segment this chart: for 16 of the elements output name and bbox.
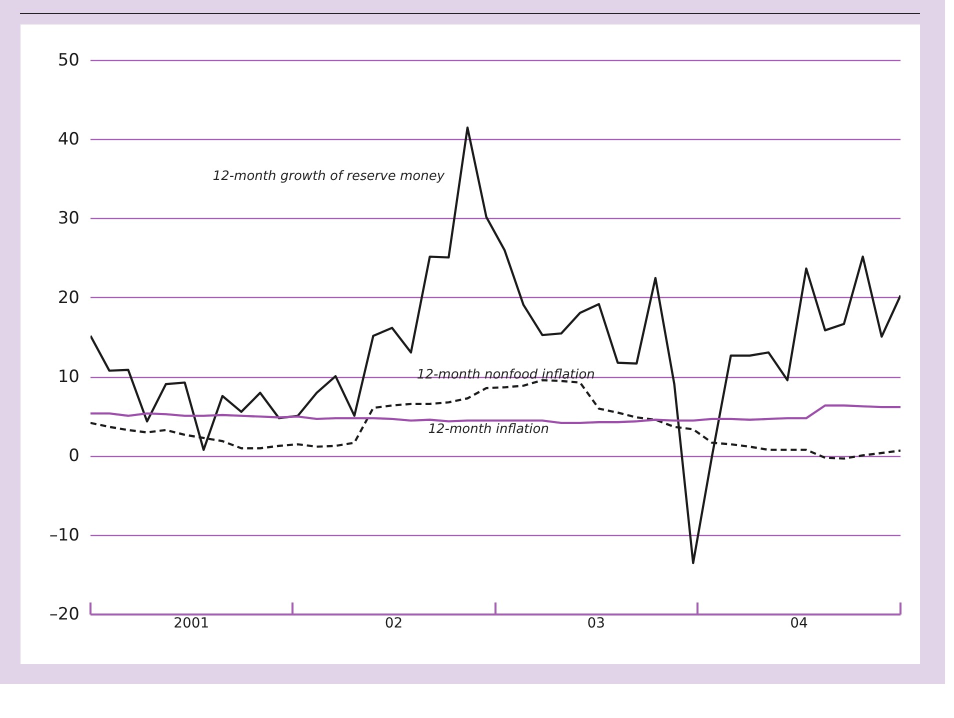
line-series [90,404,900,424]
x-tick-label: 04 [790,616,808,632]
x-tick-label: 2001 [174,616,210,632]
y-tick-label: 20 [58,288,80,308]
y-tick-label: 50 [58,50,80,70]
series-label: 12-month inflation [428,422,549,437]
x-tick-label: 02 [384,616,403,632]
y-tick-label: 40 [58,130,80,150]
y-tick-label: 10 [58,367,80,387]
x-tick-label: 03 [587,616,606,632]
y-tick-label: 30 [58,208,80,229]
y-tick-label: –10 [49,525,80,546]
y-tick-label: –20 [49,604,80,624]
y-tick-label: 0 [68,446,80,466]
series-label: 12-month growth of reserve money [212,169,445,184]
line-series [90,126,900,564]
